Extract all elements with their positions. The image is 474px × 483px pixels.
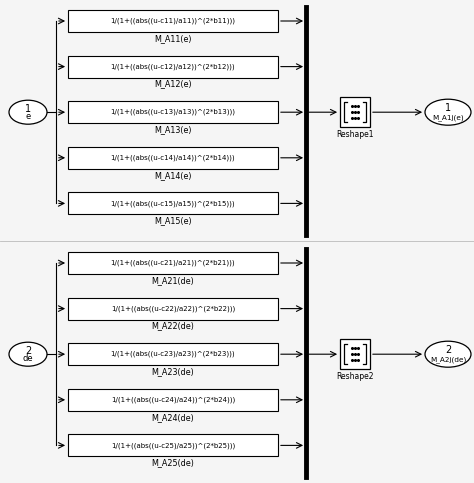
Text: M_A14(e): M_A14(e) (154, 171, 192, 180)
Text: M_A13(e): M_A13(e) (154, 125, 192, 134)
Text: e: e (26, 112, 31, 121)
Text: 1/(1+((abs((u-c15)/a15))^(2*b15))): 1/(1+((abs((u-c15)/a15))^(2*b15))) (111, 200, 235, 207)
Text: 1: 1 (25, 104, 31, 114)
Text: 1: 1 (445, 103, 451, 113)
Text: M_A22(de): M_A22(de) (152, 322, 194, 330)
Text: 1/(1+((abs((u-c21)/a21))^(2*b21))): 1/(1+((abs((u-c21)/a21))^(2*b21))) (111, 260, 235, 266)
Text: M_A25(de): M_A25(de) (152, 458, 194, 468)
Bar (340, 339, 370, 369)
Text: M_A2j(de): M_A2j(de) (430, 356, 466, 363)
Bar (68, 10, 278, 32)
Text: de: de (23, 354, 33, 363)
Text: M_A24(de): M_A24(de) (152, 413, 194, 422)
Ellipse shape (9, 342, 47, 366)
Text: M_A23(de): M_A23(de) (152, 367, 194, 376)
Text: 1/(1+((abs((u-c22)/a22))^(2*b22))): 1/(1+((abs((u-c22)/a22))^(2*b22))) (111, 305, 235, 312)
Text: 1/(1+((abs((u-c23)/a23))^(2*b23))): 1/(1+((abs((u-c23)/a23))^(2*b23))) (111, 351, 235, 357)
Bar (68, 192, 278, 214)
Bar (340, 97, 370, 127)
Text: 1/(1+((abs((u-c12)/a12))^(2*b12))): 1/(1+((abs((u-c12)/a12))^(2*b12))) (111, 63, 235, 70)
Text: M_A15(e): M_A15(e) (154, 216, 192, 226)
Bar (68, 434, 278, 456)
Text: Reshape1: Reshape1 (336, 130, 374, 139)
Bar (68, 252, 278, 274)
Bar (68, 343, 278, 365)
Text: 2: 2 (445, 345, 451, 355)
Bar (68, 389, 278, 411)
Text: 1/(1+((abs((u-c14)/a14))^(2*b14))): 1/(1+((abs((u-c14)/a14))^(2*b14))) (111, 155, 235, 161)
Bar (68, 101, 278, 123)
Bar (68, 147, 278, 169)
Bar (68, 56, 278, 78)
Text: 1/(1+((abs((u-c24)/a24))^(2*b24))): 1/(1+((abs((u-c24)/a24))^(2*b24))) (111, 397, 235, 403)
Ellipse shape (9, 100, 47, 124)
Text: Reshape2: Reshape2 (336, 372, 374, 381)
Text: 1/(1+((abs((u-c25)/a25))^(2*b25))): 1/(1+((abs((u-c25)/a25))^(2*b25))) (111, 442, 235, 449)
Text: 2: 2 (25, 346, 31, 356)
Text: M_A1j(e): M_A1j(e) (432, 114, 464, 121)
Ellipse shape (425, 341, 471, 367)
Text: M_A11(e): M_A11(e) (154, 34, 192, 43)
Text: 1/(1+((abs((u-c11)/a11))^(2*b11))): 1/(1+((abs((u-c11)/a11))^(2*b11))) (110, 18, 236, 24)
Text: M_A21(de): M_A21(de) (152, 276, 194, 285)
Bar (68, 298, 278, 320)
Text: 1/(1+((abs((u-c13)/a13))^(2*b13))): 1/(1+((abs((u-c13)/a13))^(2*b13))) (110, 109, 236, 115)
Ellipse shape (425, 99, 471, 125)
Text: M_A12(e): M_A12(e) (154, 80, 192, 88)
